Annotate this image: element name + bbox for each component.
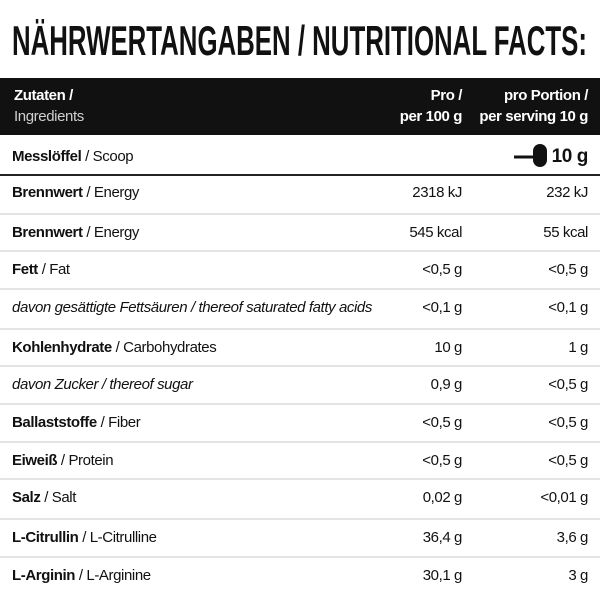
per100-value: 10 g bbox=[434, 339, 462, 356]
serving-value: 3,6 g bbox=[557, 529, 588, 546]
serving-value: <0,5 g bbox=[548, 376, 588, 393]
label-de: Fett bbox=[12, 261, 38, 278]
label-de: L-Arginin bbox=[12, 567, 75, 584]
label-de: Brennwert bbox=[12, 224, 83, 241]
label-de: L-Citrullin bbox=[12, 529, 79, 546]
col-serving-de: pro Portion / bbox=[504, 87, 589, 104]
label-de: Salz bbox=[12, 489, 40, 506]
row-label: Brennwert / Energy bbox=[12, 184, 140, 201]
col-per100-de: Pro / bbox=[431, 87, 464, 104]
label-en: / L-Arginine bbox=[79, 567, 151, 584]
per100-value: <0,5 g bbox=[422, 414, 462, 431]
title: NÄHRWERTANGABEN / NUTRITIONAL FACTS: bbox=[12, 17, 587, 64]
per100-value: 30,1 g bbox=[423, 567, 462, 584]
label-de: Brennwert bbox=[12, 184, 83, 201]
label-en: / Protein bbox=[61, 452, 113, 469]
label-en: / Energy bbox=[86, 184, 140, 201]
serving-value: <0,5 g bbox=[548, 414, 588, 431]
label-en: / thereof saturated fatty acids bbox=[190, 299, 373, 316]
label-de: Kohlenhydrate bbox=[12, 339, 112, 356]
row-label: Kohlenhydrate / Carbohydrates bbox=[12, 339, 216, 356]
scoop-de: Messlöffel bbox=[12, 148, 82, 165]
row-label: L-Citrullin / L-Citrulline bbox=[12, 529, 157, 546]
label-en: / Salt bbox=[44, 489, 77, 506]
row-label: davon gesättigte Fettsäuren / thereof sa… bbox=[12, 299, 373, 316]
per100-value: 0,02 g bbox=[423, 489, 462, 506]
per100-value: 0,9 g bbox=[431, 376, 462, 393]
label-en: / thereof sugar bbox=[101, 376, 194, 393]
per100-value: <0,5 g bbox=[422, 261, 462, 278]
label-en: / Carbohydrates bbox=[116, 339, 217, 356]
scoop-icon bbox=[514, 144, 547, 167]
scoop-label: Messlöffel / Scoop bbox=[12, 148, 133, 165]
label-en: / L-Citrulline bbox=[82, 529, 156, 546]
label-de: davon Zucker bbox=[12, 376, 99, 393]
serving-value: 3 g bbox=[568, 567, 588, 584]
header-bar bbox=[0, 78, 600, 135]
rows: Brennwert / Energy 2318 kJ 232 kJ Brennwert… bbox=[0, 184, 600, 584]
per100-value: 545 kcal bbox=[409, 224, 462, 241]
serving-value: 232 kJ bbox=[546, 184, 588, 201]
per100-value: 2318 kJ bbox=[412, 184, 462, 201]
serving-value: <0,5 g bbox=[548, 261, 588, 278]
serving-value: <0,01 g bbox=[540, 489, 588, 506]
label-en: / Fiber bbox=[101, 414, 141, 431]
row-label: Eiweiß / Protein bbox=[12, 452, 113, 469]
scoop-amount: 10 g bbox=[552, 146, 588, 167]
serving-value: 55 kcal bbox=[543, 224, 588, 241]
serving-value: 1 g bbox=[568, 339, 588, 356]
label-de: Eiweiß bbox=[12, 452, 57, 469]
label-en: / Fat bbox=[42, 261, 71, 278]
serving-value: <0,5 g bbox=[548, 452, 588, 469]
scoop-en: / Scoop bbox=[85, 148, 133, 165]
col-label-en: Ingredients bbox=[14, 108, 84, 125]
col-serving-en: per serving 10 g bbox=[479, 108, 588, 125]
label-de: Ballaststoffe bbox=[12, 414, 97, 431]
per100-value: <0,1 g bbox=[422, 299, 462, 316]
row-label: davon Zucker / thereof sugar bbox=[12, 376, 194, 393]
per100-value: <0,5 g bbox=[422, 452, 462, 469]
col-per100-en: per 100 g bbox=[400, 108, 463, 125]
row-label: Ballaststoffe / Fiber bbox=[12, 414, 141, 431]
label-de: davon gesättigte Fettsäuren bbox=[12, 299, 187, 316]
per100-value: 36,4 g bbox=[423, 529, 462, 546]
serving-value: <0,1 g bbox=[548, 299, 588, 316]
label-en: / Energy bbox=[86, 224, 140, 241]
row-label: Brennwert / Energy bbox=[12, 224, 140, 241]
row-label: L-Arginin / L-Arginine bbox=[12, 567, 151, 584]
col-label-de: Zutaten / bbox=[14, 87, 74, 104]
row-label: Salz / Salt bbox=[12, 489, 77, 506]
row-label: Fett / Fat bbox=[12, 261, 71, 278]
